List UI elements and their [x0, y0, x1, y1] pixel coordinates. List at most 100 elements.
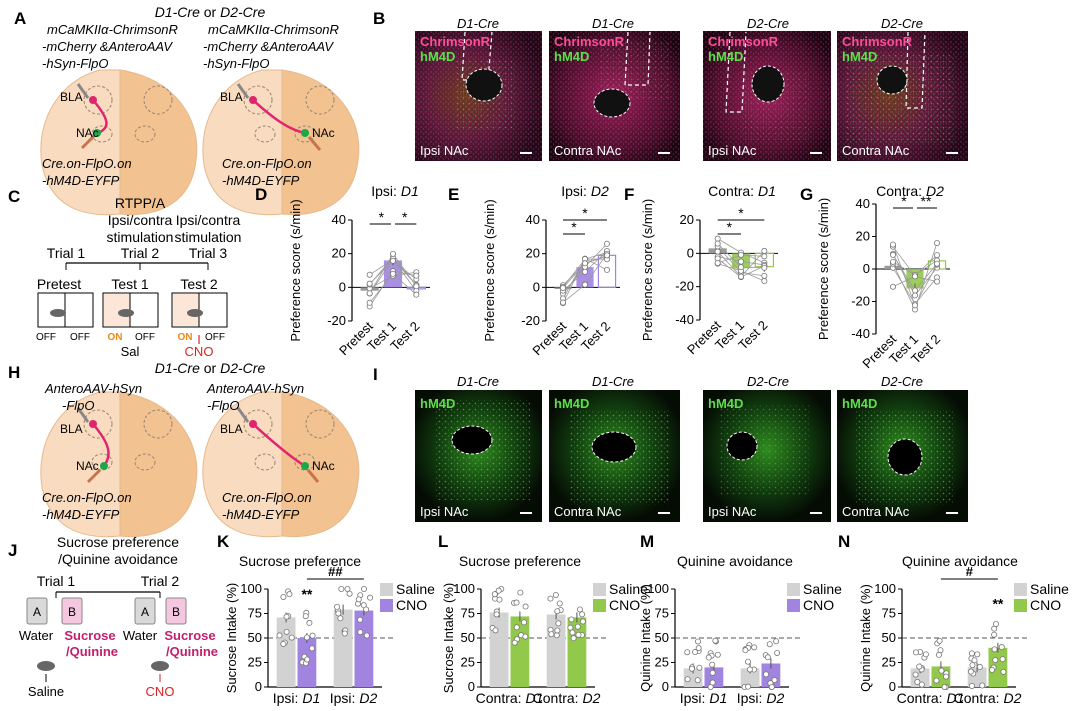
data-point — [604, 240, 611, 247]
chart-title-prefix: Ipsi: — [371, 183, 401, 199]
data-point — [576, 606, 583, 613]
region-label: Contra NAc — [554, 143, 622, 158]
phase-label: Pretest — [37, 276, 81, 292]
chart-title: Sucrose preference — [239, 553, 361, 569]
data-point — [556, 600, 563, 607]
panel-letter: I — [373, 365, 378, 384]
chart-title: Ipsi: D1 — [371, 183, 418, 199]
data-point — [552, 592, 559, 599]
data-point — [763, 671, 770, 678]
cre-line: D1-Cre — [155, 360, 200, 376]
y-tick-label: 25 — [248, 655, 262, 670]
data-point — [738, 264, 745, 271]
data-point — [344, 586, 351, 593]
data-point — [912, 302, 919, 309]
data-point — [890, 283, 897, 290]
data-point — [912, 649, 919, 656]
off-label: OFF — [135, 332, 155, 343]
data-point — [548, 631, 555, 638]
legend-swatch — [593, 583, 606, 596]
data-point — [309, 645, 316, 652]
mouse-icon — [50, 309, 66, 317]
data-point — [1000, 668, 1007, 675]
brain-schematic-right — [202, 391, 360, 538]
legend-label: Saline — [1030, 581, 1069, 597]
data-point — [745, 658, 752, 665]
panel-letter: N — [838, 532, 850, 551]
virus-label: -FlpO — [62, 398, 95, 413]
protocol-heading: RTPP/A — [115, 195, 166, 211]
bla-label: BLA — [60, 422, 83, 436]
data-point — [553, 632, 560, 639]
chart-e: E Ipsi: D2 -20 0 20 40 Preference score (s/min… — [448, 183, 620, 358]
data-point — [936, 637, 943, 644]
x-tick-label: Ipsi: D1 — [273, 690, 320, 706]
data-point — [768, 684, 775, 691]
data-point — [367, 594, 374, 601]
off-label: OFF — [205, 332, 225, 343]
data-point — [366, 280, 373, 287]
data-point — [363, 606, 370, 613]
sig-marker: * — [571, 219, 577, 235]
sucrose-label: Sucrose — [64, 628, 115, 643]
chart-title: Contra: D2 — [876, 183, 944, 199]
legend-swatch — [380, 583, 393, 596]
data-point — [761, 264, 768, 271]
data-point — [389, 270, 396, 277]
data-point — [491, 591, 498, 598]
data-point — [774, 649, 781, 656]
bla-injection-dot — [89, 420, 97, 428]
data-point — [766, 641, 773, 648]
panel-j: J Sucrose preference /Quinine avoidance … — [8, 534, 218, 699]
data-point — [943, 673, 950, 680]
chart-title-prefix: Ipsi: — [561, 183, 591, 199]
trial-label: Trial 3 — [189, 245, 228, 261]
trial-label: Trial 2 — [141, 573, 180, 589]
data-point — [567, 624, 574, 631]
data-point — [922, 651, 929, 658]
channel-label: hM4D — [708, 396, 743, 411]
y-tick-label: -40 — [851, 326, 870, 341]
quinine-label: /Quinine — [66, 644, 118, 659]
virus-label: -hM4D-EYFP — [222, 507, 300, 522]
panel-letter: E — [448, 185, 459, 204]
data-point — [912, 671, 919, 678]
water-label: Water — [19, 628, 54, 643]
group-italic: D2 — [359, 690, 377, 706]
y-axis-label: Quinine Intake (%) — [638, 584, 653, 692]
channel-label: ChrimsonR — [708, 34, 779, 49]
trial-label: Trial 1 — [47, 245, 86, 261]
group-prefix: Contra: — [476, 690, 526, 706]
sig-marker: * — [379, 209, 385, 225]
data-point — [309, 632, 316, 639]
data-point — [761, 278, 768, 285]
region-label: Ipsi NAc — [708, 143, 757, 158]
mouse-icon — [118, 309, 134, 317]
nac-injection-dot — [100, 462, 108, 470]
y-tick-label: 100 — [874, 581, 896, 596]
y-tick-label: 75 — [655, 606, 669, 621]
data-point — [918, 681, 925, 688]
virus-label: AnteroAAV-hSyn — [206, 381, 304, 396]
virus-label: Cre.on-FlpO.on — [42, 490, 132, 505]
chamber-test2: ON OFF CNO — [171, 292, 228, 359]
region-label: Contra NAc — [842, 143, 910, 158]
virus-label: -hSyn-FlpO — [42, 56, 108, 71]
sig-marker: * — [901, 193, 907, 209]
group-italic: D2 — [582, 690, 600, 706]
data-point — [303, 634, 310, 641]
group-italic: D1 — [946, 690, 964, 706]
data-point — [304, 656, 311, 663]
group-italic: D1 — [302, 690, 320, 706]
data-point — [363, 632, 370, 639]
data-point — [341, 630, 348, 637]
phase-label: Test 1 — [111, 276, 149, 292]
region-label: Ipsi NAc — [420, 143, 469, 158]
data-point — [560, 299, 567, 306]
nac-injection-dot — [93, 129, 101, 137]
protocol-heading: stimulation — [175, 229, 242, 245]
chamber-test1: ON OFF Sal — [102, 292, 159, 359]
nac-label: NAc — [312, 126, 335, 140]
